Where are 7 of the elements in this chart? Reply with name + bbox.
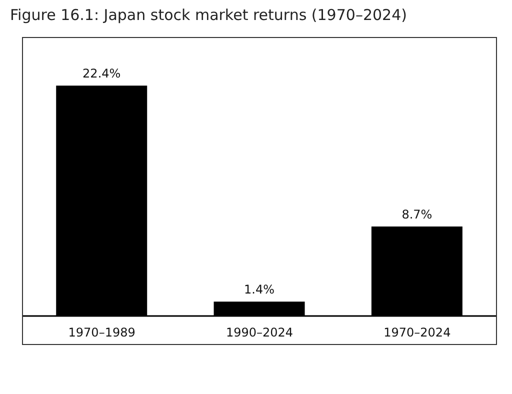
data-label: 8.7% xyxy=(402,208,432,222)
chart-title: Figure 16.1: Japan stock market returns (1970–2024) xyxy=(10,6,407,24)
x-tick-label: 1970–2024 xyxy=(384,326,451,340)
x-tick-label: 1990–2024 xyxy=(226,326,294,340)
x-tick-label: 1970–1989 xyxy=(68,326,136,340)
data-label: 22.4% xyxy=(82,66,121,81)
data-label: 1.4% xyxy=(244,282,275,297)
